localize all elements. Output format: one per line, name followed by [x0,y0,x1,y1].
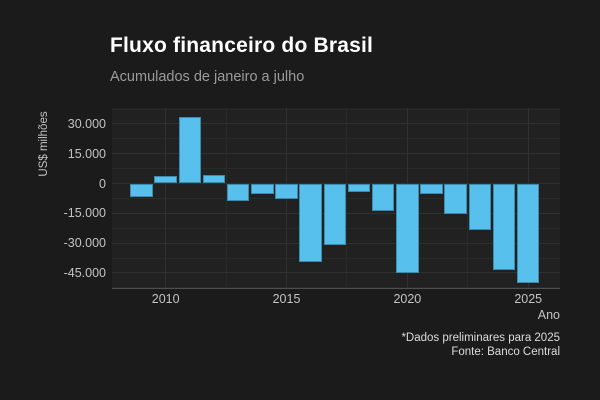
caption-line-source: Fonte: Banco Central [451,346,560,358]
gridline-y-minor [112,168,560,170]
y-tick-label: 0 [99,176,106,191]
y-tick-label: -15.000 [63,206,106,221]
bar-2013 [226,183,250,201]
caption-line-preliminary: *Dados preliminares para 2025 [401,332,560,344]
bar-2014 [251,183,274,194]
gridline-y-minor [112,108,560,110]
x-axis-ticks: 2010 2015 2020 2025 [112,292,560,308]
x-axis-title: Ano [537,308,560,322]
source-caption: *Dados preliminares para 2025 Fonte: Ban… [401,331,560,359]
bar-2018 [347,183,371,193]
y-tick-label: -45.000 [63,265,106,280]
x-tick-label: 2010 [151,292,180,306]
bar-2022 [444,183,467,215]
gridline-y-major [112,123,560,125]
y-axis-ticks: 30.000 15.000 0 -15.000 -30.000 -45.000 [0,108,106,288]
bar-2021 [420,183,443,195]
x-tick-label: 2020 [393,292,422,306]
bar-2011 [178,116,202,184]
chart-subtitle: Acumulados de janeiro a julho [110,69,305,85]
chart-title: Fluxo financeiro do Brasil [110,34,374,57]
bar-2017 [323,183,347,245]
bar-2023 [468,183,492,230]
x-tick-label: 2025 [514,292,543,306]
bar-2019 [371,183,395,212]
y-tick-label: 30.000 [67,116,106,131]
plot-panel [112,108,560,289]
gridline-x-major [165,108,167,288]
gridline-y-major [112,272,560,274]
gridline-x-minor [225,108,227,288]
gridline-y-major [112,153,560,155]
x-tick-label: 2015 [272,292,301,306]
bar-2024 [492,183,516,271]
y-tick-label: 15.000 [67,146,106,161]
bar-2015 [275,183,298,199]
gridline-y-minor [112,287,560,289]
bar-2016 [299,183,322,263]
y-tick-label: -30.000 [63,236,106,251]
bar-2010 [154,175,177,184]
bar-2020 [396,183,419,273]
gridline-x-minor [467,108,469,288]
bar-2012 [202,174,226,184]
bar-2009 [130,183,153,198]
gridline-x-minor [346,108,348,288]
gridline-y-minor [112,138,560,140]
gridline-y-minor [112,257,560,259]
bar-2025 [516,183,540,284]
